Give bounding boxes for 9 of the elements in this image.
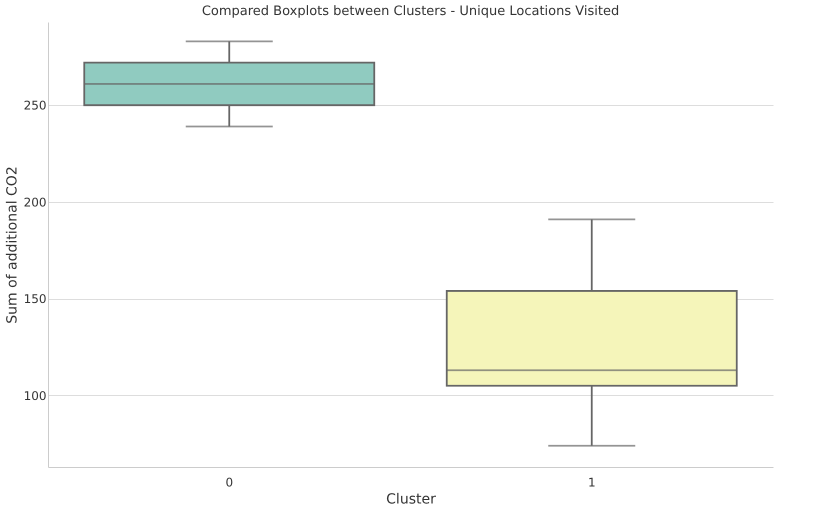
chart-title: Compared Boxplots between Clusters - Unique Locations Visited	[202, 4, 620, 19]
x-tick-label: 0	[225, 476, 234, 490]
y-tick-label: 250	[24, 98, 46, 113]
y-tick-label: 150	[24, 292, 46, 306]
y-tick-label: 200	[24, 195, 46, 210]
x-tick-label: 1	[588, 476, 596, 490]
y-axis-title: Sum of additional CO2	[4, 166, 21, 324]
y-tick-label: 100	[24, 388, 46, 403]
x-axis-title: Cluster	[386, 492, 436, 508]
